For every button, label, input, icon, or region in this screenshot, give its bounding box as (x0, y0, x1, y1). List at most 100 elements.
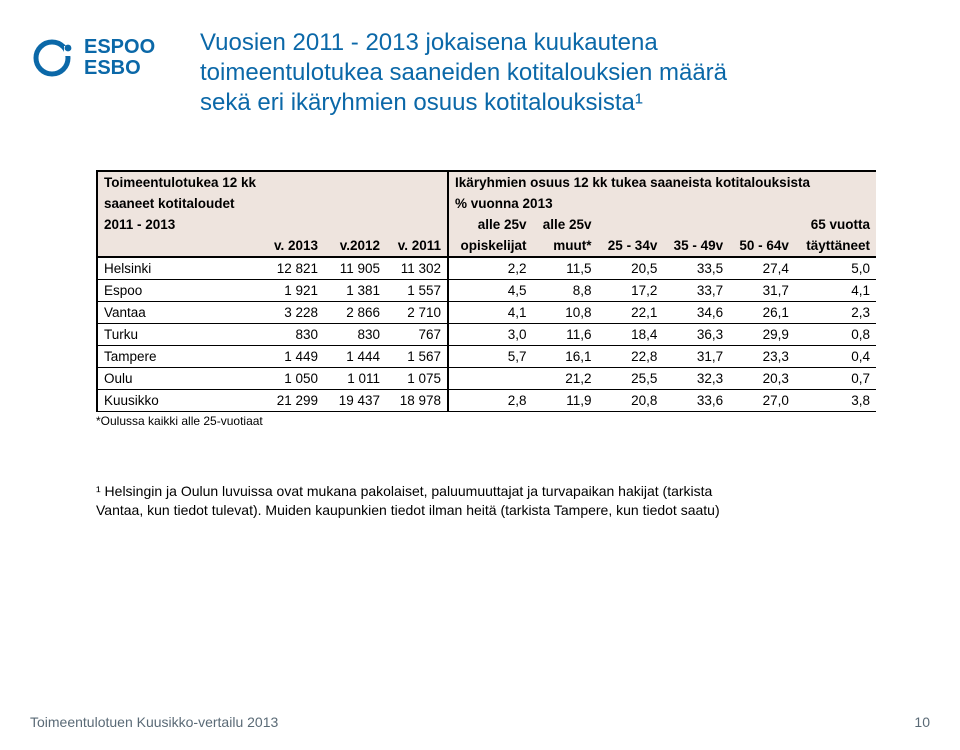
value-cell: 4,5 (448, 280, 533, 302)
value-cell: 1 921 (262, 280, 324, 302)
value-cell: 16,1 (533, 346, 598, 368)
value-cell: 31,7 (729, 280, 795, 302)
value-cell: 1 449 (262, 346, 324, 368)
city-cell: Vantaa (97, 302, 262, 324)
table-row: Tampere1 4491 4441 5675,716,122,831,723,… (97, 346, 876, 368)
data-table-container: Toimeentulotukea 12 kk Ikäryhmien osuus … (96, 170, 876, 428)
value-cell: 1 444 (324, 346, 386, 368)
value-cell: 34,6 (663, 302, 729, 324)
value-cell: 20,8 (598, 390, 664, 412)
city-cell: Kuusikko (97, 390, 262, 412)
hdr-mu-l2: muut* (533, 235, 598, 257)
value-cell: 4,1 (448, 302, 533, 324)
value-cell: 3 228 (262, 302, 324, 324)
title-line2: toimeentulotukea saaneiden kotitalouksie… (200, 58, 900, 88)
hdr-left-l2: saaneet kotitaloudet (97, 193, 262, 214)
footer-right: 10 (914, 714, 930, 730)
value-cell: 33,7 (663, 280, 729, 302)
value-cell: 21 299 (262, 390, 324, 412)
hdr-y2013: v. 2013 (262, 235, 324, 257)
hdr-50: 50 - 64v (729, 235, 795, 257)
logo-text-l2: ESBO (84, 58, 155, 79)
hdr-y2012: v.2012 (324, 235, 386, 257)
table-row: Espoo1 9211 3811 5574,58,817,233,731,74,… (97, 280, 876, 302)
value-cell: 0,4 (795, 346, 876, 368)
data-table: Toimeentulotukea 12 kk Ikäryhmien osuus … (96, 170, 876, 412)
footnote-l2: Vantaa, kun tiedot tulevat). Muiden kaup… (96, 502, 720, 518)
value-cell: 20,5 (598, 257, 664, 280)
value-cell: 1 075 (386, 368, 448, 390)
value-cell: 27,0 (729, 390, 795, 412)
hdr-op-l2: opiskelijat (448, 235, 533, 257)
value-cell: 1 557 (386, 280, 448, 302)
value-cell: 25,5 (598, 368, 664, 390)
value-cell: 830 (262, 324, 324, 346)
logo-text-l1: ESPOO (84, 37, 155, 58)
value-cell: 36,3 (663, 324, 729, 346)
city-cell: Oulu (97, 368, 262, 390)
hdr-65-l1: 65 vuotta (795, 214, 876, 235)
footnote: ¹ Helsingin ja Oulun luvuissa ovat mukan… (96, 482, 876, 520)
value-cell: 12 821 (262, 257, 324, 280)
footnote-l1: ¹ Helsingin ja Oulun luvuissa ovat mukan… (96, 483, 712, 499)
value-cell: 0,8 (795, 324, 876, 346)
value-cell: 2,8 (448, 390, 533, 412)
city-cell: Turku (97, 324, 262, 346)
table-body: Helsinki12 82111 90511 3022,211,520,533,… (97, 257, 876, 412)
hdr-right-l1: Ikäryhmien osuus 12 kk tukea saaneista k… (448, 171, 876, 193)
value-cell (448, 368, 533, 390)
value-cell: 32,3 (663, 368, 729, 390)
value-cell: 21,2 (533, 368, 598, 390)
value-cell: 17,2 (598, 280, 664, 302)
table-row: Oulu1 0501 0111 07521,225,532,320,30,7 (97, 368, 876, 390)
value-cell: 3,0 (448, 324, 533, 346)
brand-logo: ESPOO ESBO (30, 36, 155, 80)
value-cell: 33,6 (663, 390, 729, 412)
value-cell: 1 050 (262, 368, 324, 390)
hdr-mu-l1: alle 25v (533, 214, 598, 235)
hdr-35: 35 - 49v (663, 235, 729, 257)
hdr-25: 25 - 34v (598, 235, 664, 257)
hdr-right-l2: % vuonna 2013 (448, 193, 876, 214)
title-line1: Vuosien 2011 - 2013 jokaisena kuukautena (200, 28, 900, 58)
hdr-65-l2: täyttäneet (795, 235, 876, 257)
value-cell: 2,3 (795, 302, 876, 324)
value-cell: 20,3 (729, 368, 795, 390)
value-cell: 4,1 (795, 280, 876, 302)
title-line3: sekä eri ikäryhmien osuus kotitalouksist… (200, 88, 900, 118)
value-cell: 31,7 (663, 346, 729, 368)
logo-icon (30, 36, 74, 80)
value-cell: 18,4 (598, 324, 664, 346)
value-cell: 27,4 (729, 257, 795, 280)
value-cell: 5,7 (448, 346, 533, 368)
value-cell: 29,9 (729, 324, 795, 346)
value-cell: 11,9 (533, 390, 598, 412)
page-footer: Toimeentulotuen Kuusikko-vertailu 2013 1… (30, 714, 930, 730)
hdr-op-l1: alle 25v (448, 214, 533, 235)
value-cell: 19 437 (324, 390, 386, 412)
value-cell: 1 381 (324, 280, 386, 302)
value-cell: 11 905 (324, 257, 386, 280)
value-cell: 10,8 (533, 302, 598, 324)
value-cell: 830 (324, 324, 386, 346)
footer-left: Toimeentulotuen Kuusikko-vertailu 2013 (30, 714, 278, 730)
value-cell: 22,1 (598, 302, 664, 324)
city-cell: Tampere (97, 346, 262, 368)
value-cell: 22,8 (598, 346, 664, 368)
value-cell: 23,3 (729, 346, 795, 368)
value-cell: 11 302 (386, 257, 448, 280)
value-cell: 26,1 (729, 302, 795, 324)
hdr-left-l3: 2011 - 2013 (97, 214, 262, 235)
value-cell: 2 866 (324, 302, 386, 324)
value-cell: 5,0 (795, 257, 876, 280)
city-cell: Helsinki (97, 257, 262, 280)
city-cell: Espoo (97, 280, 262, 302)
table-row: Helsinki12 82111 90511 3022,211,520,533,… (97, 257, 876, 280)
value-cell: 33,5 (663, 257, 729, 280)
value-cell: 3,8 (795, 390, 876, 412)
table-row: Kuusikko21 29919 43718 9782,811,920,833,… (97, 390, 876, 412)
hdr-left-l1: Toimeentulotukea 12 kk (97, 171, 262, 193)
value-cell: 767 (386, 324, 448, 346)
value-cell: 8,8 (533, 280, 598, 302)
value-cell: 2,2 (448, 257, 533, 280)
